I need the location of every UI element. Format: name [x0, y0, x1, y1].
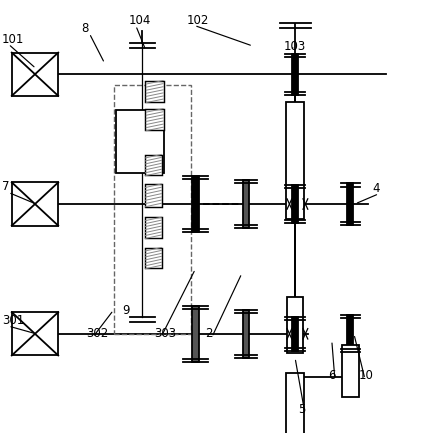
Text: 301: 301	[2, 314, 24, 327]
Bar	[192, 176, 199, 232]
Bar	[292, 184, 298, 224]
Text: 102: 102	[186, 13, 209, 26]
Bar	[12, 312, 58, 355]
Bar	[145, 248, 162, 269]
Bar	[116, 110, 164, 173]
Bar	[192, 306, 199, 362]
Text: 8: 8	[81, 22, 89, 35]
Bar	[114, 85, 191, 334]
Text: 5: 5	[298, 403, 305, 416]
Text: 104: 104	[129, 13, 151, 26]
Text: 9: 9	[123, 303, 130, 316]
Text: 2: 2	[205, 327, 213, 340]
Bar	[12, 53, 58, 96]
Bar	[348, 316, 353, 352]
Text: 7: 7	[2, 180, 9, 193]
Bar	[243, 180, 249, 228]
Bar	[145, 217, 162, 238]
Bar	[12, 182, 58, 226]
Text: 303: 303	[154, 327, 176, 340]
Bar	[146, 81, 164, 102]
Bar	[342, 345, 359, 397]
Bar	[145, 155, 162, 175]
Text: 6: 6	[328, 369, 336, 382]
Bar	[292, 54, 298, 95]
Text: 302: 302	[86, 327, 108, 340]
Text: 4: 4	[373, 182, 380, 195]
Bar	[292, 316, 298, 351]
Bar	[146, 109, 164, 131]
Text: 103: 103	[284, 39, 306, 53]
Bar	[286, 373, 304, 434]
Bar	[287, 297, 303, 353]
Bar	[348, 184, 353, 224]
Text: 10: 10	[358, 369, 373, 382]
Bar	[243, 310, 249, 358]
Text: 101: 101	[2, 33, 24, 46]
Bar	[286, 102, 304, 219]
Bar	[145, 184, 162, 207]
